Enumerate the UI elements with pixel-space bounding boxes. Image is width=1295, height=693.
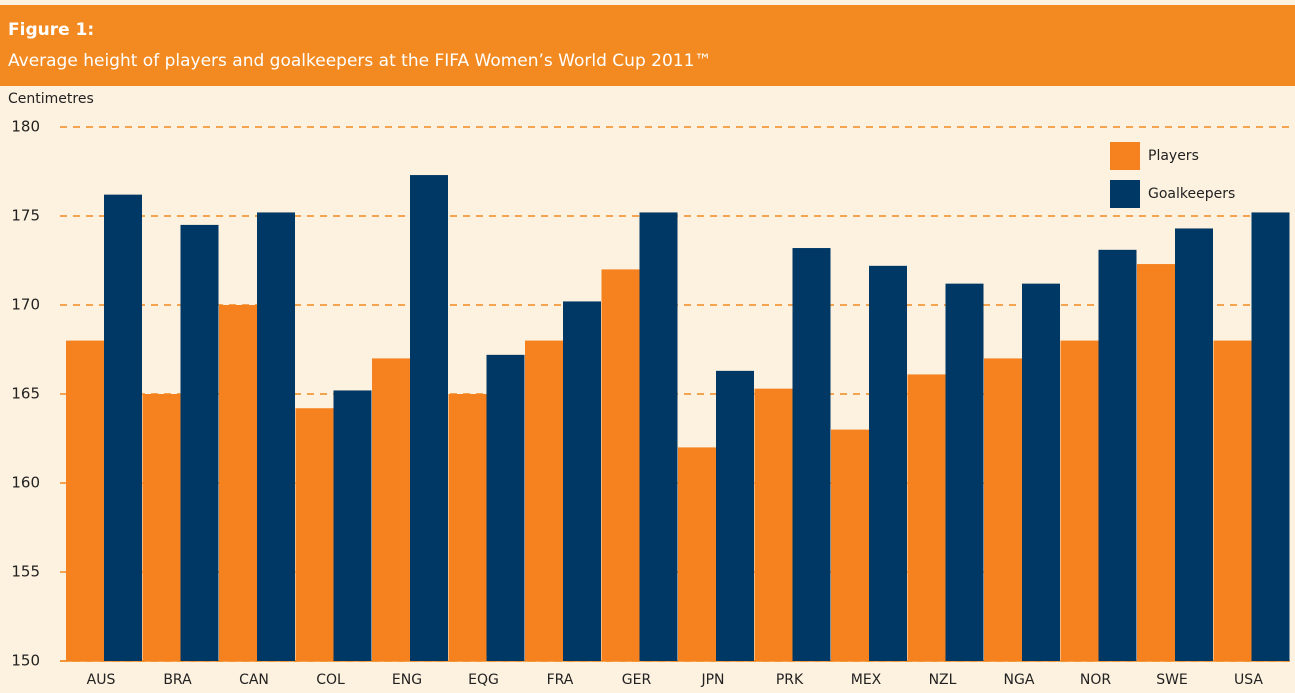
bar xyxy=(525,340,563,661)
bar xyxy=(1251,212,1290,661)
x-tick-label: NOR xyxy=(1080,672,1111,688)
chart-subtitle: Average height of players and goalkeeper… xyxy=(8,51,711,71)
legend-label: Goalkeepers xyxy=(1148,186,1235,202)
bar xyxy=(716,370,754,661)
x-tick-label: MEX xyxy=(851,672,882,688)
x-tick-label: CAN xyxy=(239,672,269,688)
bar xyxy=(869,265,907,661)
bar xyxy=(1213,340,1252,661)
y-tick-label: 175 xyxy=(11,207,40,225)
bar xyxy=(104,194,142,661)
bar xyxy=(907,374,946,661)
bar xyxy=(601,269,640,661)
bar xyxy=(448,394,487,661)
bar xyxy=(486,354,525,661)
x-tick-label: SWE xyxy=(1156,672,1188,688)
y-tick-label: 170 xyxy=(11,296,40,314)
bar xyxy=(1022,283,1060,661)
x-tick-label: NGA xyxy=(1004,672,1035,688)
bar xyxy=(180,224,219,661)
legend-swatch xyxy=(1110,180,1140,208)
bar xyxy=(372,358,410,661)
legend-swatch xyxy=(1110,142,1140,170)
x-tick-label: BRA xyxy=(163,672,192,688)
x-tick-label: COL xyxy=(316,672,345,688)
x-tick-label: NZL xyxy=(929,672,957,688)
y-tick-label: 160 xyxy=(11,474,40,492)
x-tick-label: EQG xyxy=(468,672,499,688)
bar xyxy=(1060,340,1099,661)
x-tick-label: ENG xyxy=(392,672,422,688)
y-tick-label: 180 xyxy=(11,118,40,136)
bar xyxy=(678,447,716,661)
bar xyxy=(333,390,372,661)
y-tick-label: 155 xyxy=(11,563,40,581)
bar xyxy=(831,429,869,661)
bar xyxy=(754,388,793,661)
x-tick-label: JPN xyxy=(700,672,724,688)
header-band xyxy=(0,5,1295,86)
legend-label: Players xyxy=(1148,148,1199,164)
bar xyxy=(295,408,334,661)
bar xyxy=(257,212,295,661)
bar xyxy=(1175,228,1213,661)
bar xyxy=(1137,264,1175,661)
y-tick-label: 150 xyxy=(11,652,40,670)
chart-title: Figure 1: xyxy=(8,20,94,40)
x-tick-label: FRA xyxy=(547,672,574,688)
bar xyxy=(1098,249,1137,661)
x-tick-label: AUS xyxy=(87,672,116,688)
bar xyxy=(984,358,1022,661)
bar xyxy=(945,283,984,661)
y-axis-label: Centimetres xyxy=(8,91,94,107)
x-tick-label: PRK xyxy=(776,672,804,688)
bar xyxy=(410,175,448,661)
bar xyxy=(563,301,601,661)
x-tick-label: USA xyxy=(1234,672,1263,688)
y-tick-label: 165 xyxy=(11,385,40,403)
bar xyxy=(142,394,181,661)
bar xyxy=(792,248,831,662)
bar xyxy=(219,305,257,661)
x-tick-label: GER xyxy=(622,672,652,688)
bar xyxy=(66,340,104,661)
bar xyxy=(639,212,678,661)
